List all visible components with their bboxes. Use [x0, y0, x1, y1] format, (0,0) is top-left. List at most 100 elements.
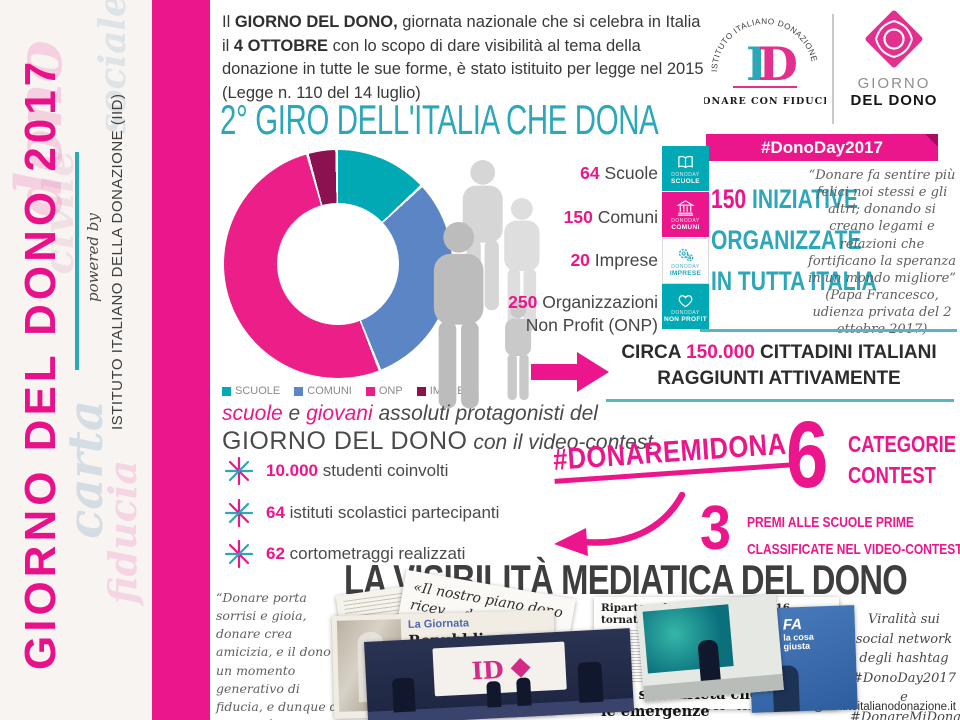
- tile-label: NON PROFIT: [663, 315, 708, 323]
- iid-monogram-i: I: [746, 37, 768, 91]
- schools-caps: GIORNO DEL DONO: [222, 427, 468, 455]
- intro-text: giornata nazionale che si celebra in Ita…: [222, 13, 701, 55]
- stage-silhouette: [577, 661, 604, 703]
- schools-pink-word: giovani: [306, 402, 373, 425]
- schools-pink-word: scuole: [222, 402, 283, 425]
- giornata-kicker: La Giornata: [407, 617, 470, 631]
- legend-swatch: [365, 386, 375, 396]
- contest-six: 6: [786, 402, 829, 508]
- tv1-screen: [642, 604, 734, 674]
- sidebar: dono carta fiducia sociale civile GIORNO…: [0, 0, 152, 720]
- tv2-text: FA la cosa giusta: [783, 616, 815, 653]
- stat-label: Imprese: [594, 250, 658, 270]
- reach-arrow: [531, 352, 611, 392]
- stage-silhouette: [486, 680, 502, 708]
- donut-chart: [224, 150, 452, 378]
- iid-tagline: DONARE CON FIDUCIA: [704, 96, 826, 107]
- legend-swatch: [416, 386, 426, 396]
- schools-text: con il video-contest: [467, 431, 654, 454]
- tile-small-label: DONODAY: [671, 309, 700, 316]
- initiatives-line1: 150 INIZIATIVE: [711, 179, 877, 220]
- stat-onp: 250 Organizzazioni Non Profit (ONP): [416, 291, 658, 337]
- bullet-value: 64: [266, 503, 285, 522]
- bullet-istituti: 64 istituti scolastici partecipanti: [224, 498, 499, 528]
- tile-label: IMPRESE: [669, 270, 702, 277]
- initiatives-value: 150: [711, 184, 747, 214]
- stat-value: 20: [570, 250, 590, 270]
- book-icon: [678, 155, 693, 168]
- reach-post: CITTADINI ITALIANI: [754, 342, 937, 363]
- tile-small-label: DONODAY: [671, 264, 700, 270]
- legend-item: ONP: [365, 385, 403, 397]
- contest-six-line1: CATEGORIE: [848, 431, 957, 457]
- watermark-text: fiducia: [100, 460, 145, 605]
- iid-logo: ISTITUTO ITALIANO DONAZIONE I D DONARE C…: [704, 17, 826, 107]
- arrow-head: [577, 352, 609, 392]
- intro-text: Il: [222, 13, 235, 31]
- tile-small-label: DONODAY: [671, 217, 700, 224]
- stat-label: Non Profit (ONP): [525, 315, 658, 335]
- reach-pre: CIRCA: [621, 342, 687, 363]
- contest-six-labels: CATEGORIE CONTEST: [848, 429, 956, 491]
- schools-text: e: [282, 402, 307, 425]
- intro-bold: GIORNO DEL DONO,: [234, 13, 398, 31]
- schools-heading-1: scuole e giovani assoluti protagonisti d…: [222, 402, 598, 426]
- stage-silhouette: [516, 677, 532, 707]
- papa-quote-attribution: (Papa Francesco, udienza privata del 2 o…: [812, 288, 952, 337]
- contest-three: 3: [700, 494, 732, 563]
- tile-strip: DONODAY SCUOLE DONODAY COMUNI DONODAY IM…: [662, 146, 709, 330]
- schools-text: assoluti protagonisti del: [372, 402, 598, 425]
- bullet-cortometraggi: 62 cortometraggi realizzati: [224, 539, 465, 569]
- main-title: 2° GIRO DELL'ITALIA CHE DONA: [220, 96, 659, 143]
- bullet-label: studenti coinvolti: [322, 461, 449, 480]
- bullet-label: cortometraggi realizzati: [289, 544, 466, 563]
- contest-six-line2: CONTEST: [848, 462, 936, 488]
- stat-label: Scuole: [604, 163, 658, 183]
- gdd-logo-line1: GIORNO: [857, 75, 931, 92]
- tile-imprese: DONODAY IMPRESE: [662, 238, 709, 284]
- stage-diamond-icon: [510, 657, 531, 678]
- legend-swatch: [294, 386, 304, 396]
- intro-text: con lo scopo di dare visibilità al tema …: [222, 36, 704, 102]
- papa-quote: “Donare fa sentire più felici noi stessi…: [806, 167, 958, 339]
- bank-icon: [676, 199, 695, 216]
- mattarella-quote-text: “Donare porta sorrisi e gioia, donare cr…: [216, 590, 342, 720]
- gears-icon: [678, 248, 694, 262]
- bullet-value: 10.000: [266, 461, 318, 480]
- schools-heading-2: GIORNO DEL DONO con il video-contest: [222, 427, 653, 456]
- iid-monogram-d: D: [758, 37, 798, 91]
- gdd-diamond-icon: [865, 10, 923, 68]
- contest-three-line2: CLASSIFICATE NEL VIDEO-CONTEST: [747, 541, 960, 558]
- legend-label: ONP: [378, 385, 403, 397]
- gdd-logo-line2: DEL DONO: [850, 92, 938, 109]
- donoday-banner: #DonoDay2017: [706, 134, 938, 161]
- stat-imprese: 20 Imprese: [416, 249, 658, 272]
- powered-by-label: powered by: [84, 213, 102, 302]
- stage-id-monogram: ID: [470, 654, 505, 685]
- tile-label: COMUNI: [671, 223, 700, 231]
- bullet-studenti: 10.000 studenti coinvolti: [224, 456, 448, 486]
- hook-arrow: [554, 492, 686, 556]
- bullet-text: 62 cortometraggi realizzati: [266, 544, 465, 564]
- reach-value: 150.000: [686, 342, 755, 363]
- intro-paragraph: Il GIORNO DEL DONO, giornata nazionale c…: [222, 11, 709, 105]
- initiatives-line2: ORGANIZZATE: [711, 225, 862, 255]
- tv2-line3: giusta: [783, 640, 811, 652]
- asterisk-icon: [224, 498, 254, 528]
- social-note: Viralità sui social network degli hashta…: [850, 612, 960, 720]
- logo-block: ISTITUTO ITALIANO DONAZIONE I D DONARE C…: [704, 6, 956, 132]
- legend-label: COMUNI: [307, 385, 352, 397]
- legend-item: COMUNI: [294, 385, 352, 397]
- stat-value: 64: [580, 163, 600, 183]
- teal-line-bottom: [606, 399, 954, 402]
- reach-text: CIRCA 150.000 CITTADINI ITALIANI RAGGIUNT…: [603, 340, 955, 392]
- initiatives-block: 150 INIZIATIVE ORGANIZZATE IN TUTTA ITAL…: [711, 179, 877, 302]
- legend-item: SCUOLE: [222, 385, 280, 397]
- stage-photo: ID: [364, 628, 634, 720]
- sidebar-rule: [75, 152, 79, 370]
- papa-quote-text: “Donare fa sentire più felici noi stessi…: [808, 168, 956, 286]
- teal-line-top: [700, 329, 957, 332]
- tile-small-label: DONODAY: [671, 171, 700, 178]
- asterisk-icon: [224, 456, 254, 486]
